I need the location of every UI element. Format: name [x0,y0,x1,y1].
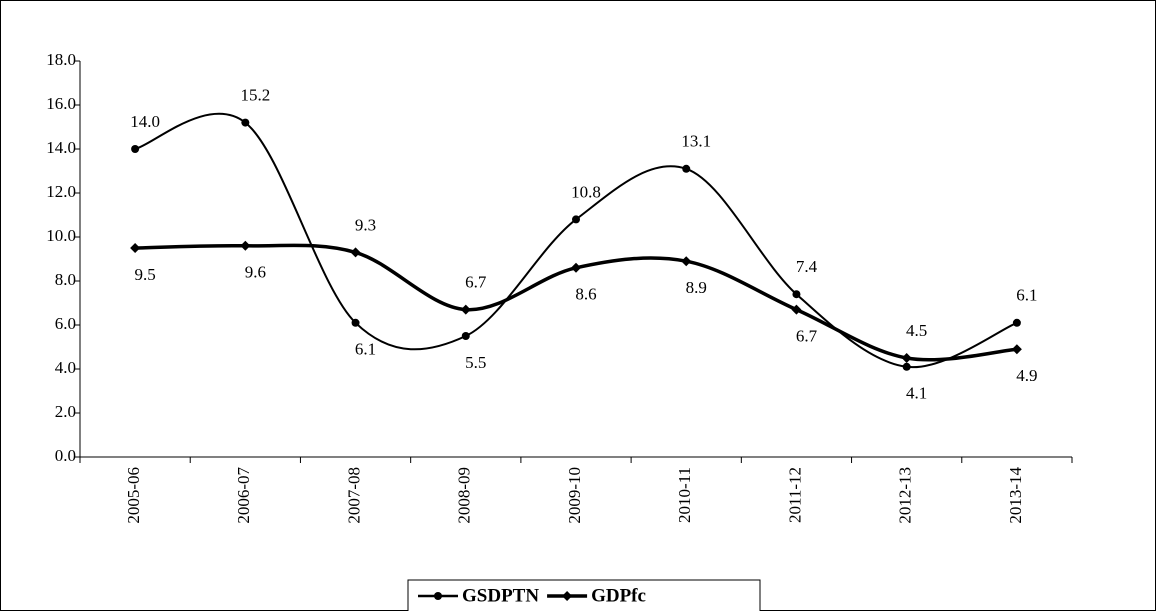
legend-label: GSDPTN [462,585,539,606]
data-label: 4.9 [1016,366,1037,385]
data-label: 15.2 [240,86,270,105]
point [241,118,250,127]
point [902,362,911,371]
data-label: 9.3 [355,215,376,234]
x-tick-label: 2011-12 [785,467,804,523]
x-tick-label: 2008-09 [455,467,474,524]
point [571,262,581,273]
x-tick-label: 2009-10 [565,467,584,524]
y-tick-label: 12.0 [46,182,76,201]
data-label: 14.0 [130,112,160,131]
point [562,591,573,601]
y-tick-label: 2.0 [55,402,76,421]
y-tick-label: 14.0 [46,138,76,157]
point [350,247,361,258]
series-line [134,112,1018,369]
y-tick-label: 4.0 [55,358,76,377]
data-label: 7.4 [796,257,818,276]
data-label: 6.1 [1016,286,1037,305]
point [681,256,692,267]
x-tick-label: 2010-11 [675,467,694,523]
data-label: 8.9 [686,278,707,297]
y-tick-label: 8.0 [55,270,76,289]
point [130,243,141,253]
point [240,240,251,251]
data-label: 8.6 [575,285,596,304]
data-label: 13.1 [681,132,711,151]
y-tick-label: 10.0 [46,226,76,245]
x-tick-label: 2013-14 [1006,467,1025,524]
x-tick-label: 2005-06 [124,467,143,524]
point [791,304,802,315]
point [682,164,691,173]
data-label: 4.1 [906,384,927,403]
legend-label: GDPfc [591,585,646,606]
data-label: 9.6 [245,263,266,282]
point [1012,318,1021,327]
point [131,145,140,153]
x-tick-label: 2012-13 [896,467,915,524]
legend: GSDPTN GDPfc [407,579,761,611]
data-label: 5.5 [465,353,486,372]
y-tick-label: 18.0 [46,50,76,69]
point [901,353,912,363]
point [351,318,360,327]
data-label: 6.7 [796,327,818,346]
point [792,290,801,299]
x-tick-label: 2006-07 [234,467,253,524]
x-tick-label: 2007-08 [344,467,363,524]
data-label: 10.8 [571,182,601,201]
data-label: 6.7 [465,273,487,292]
data-label: 9.5 [134,265,155,284]
y-tick-label: 16.0 [46,94,76,113]
point [572,215,580,224]
data-label: 4.5 [906,321,927,340]
point [461,332,470,340]
point [460,304,471,315]
data-label: 6.1 [355,340,376,359]
y-tick-label: 6.0 [55,314,76,333]
point [434,592,442,600]
y-tick-label: 0.0 [55,446,76,465]
point [1011,344,1022,355]
